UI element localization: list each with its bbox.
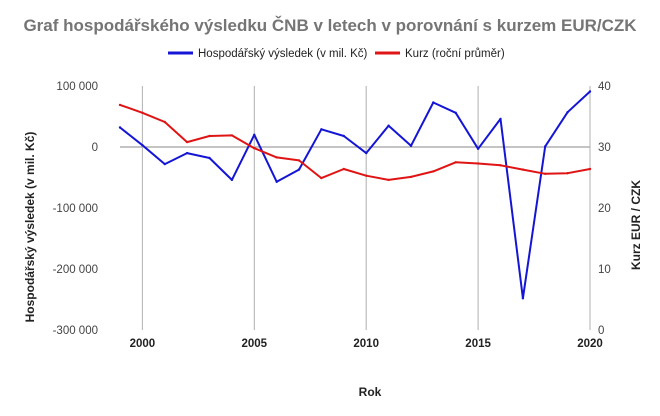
result-point: [566, 111, 569, 114]
legend-label-kurz: Kurz (roční průměr): [405, 48, 505, 60]
kurz-point: [499, 164, 502, 167]
result-point: [476, 147, 480, 150]
y-right-tick-label: 0: [598, 325, 604, 337]
kurz-point: [588, 167, 592, 171]
y-left-axis-title: Hospodářský výsledek (v mil. Kč): [23, 132, 37, 323]
series-line-result: [119, 90, 591, 300]
left-axis-ticks: 100 000 0 -100 000 -200 000 -300 000: [53, 81, 98, 337]
result-point: [499, 117, 502, 121]
x-tick-label: 2010: [353, 338, 379, 350]
legend: Hospodářský výsledek (v mil. Kč) Kurz (r…: [168, 48, 505, 60]
result-point: [544, 145, 547, 148]
y-right-tick-label: 10: [598, 264, 611, 276]
chart-title: Graf hospodářského výsledku ČNB v letech…: [23, 16, 637, 35]
result-point: [432, 101, 435, 104]
result-point: [387, 124, 390, 127]
x-axis-title: Rok: [359, 385, 382, 399]
kurz-point: [275, 156, 278, 159]
kurz-point: [454, 161, 457, 164]
kurz-point: [320, 176, 323, 180]
x-tick-label: 2005: [241, 338, 267, 350]
kurz-point: [118, 103, 122, 107]
x-axis-ticks: 2000 2005 2010 2015 2020: [130, 86, 603, 350]
y-right-axis-title: Kurz EUR / CZK: [629, 180, 643, 270]
y-right-tick-label: 40: [598, 81, 611, 93]
kurz-point: [342, 167, 345, 171]
x-tick-label: 2015: [465, 338, 491, 350]
kurz-point: [409, 175, 413, 179]
kurz-point: [544, 172, 547, 175]
kurz-point: [521, 168, 525, 171]
result-point: [253, 133, 256, 136]
series-layer: [118, 90, 592, 300]
right-axis-ticks: 40 30 20 10 0: [598, 81, 611, 337]
x-tick-label: 2020: [577, 338, 603, 350]
y-left-tick-label: -100 000: [53, 203, 98, 215]
y-right-tick-label: 30: [598, 142, 611, 154]
kurz-point: [387, 178, 390, 182]
y-right-tick-label: 20: [598, 203, 611, 215]
legend-label-result: Hospodářský výsledek (v mil. Kč): [198, 48, 368, 60]
kurz-point: [208, 134, 211, 138]
kurz-point: [432, 170, 435, 173]
result-point: [521, 297, 525, 300]
y-left-tick-label: 100 000: [56, 81, 98, 93]
result-point: [409, 144, 413, 147]
kurz-point: [141, 111, 144, 115]
result-point: [230, 178, 234, 182]
result-point: [118, 126, 122, 129]
result-point: [297, 168, 301, 171]
kurz-point: [566, 172, 569, 175]
y-left-tick-label: -300 000: [53, 325, 98, 337]
kurz-point: [185, 140, 189, 144]
result-point: [365, 151, 368, 155]
result-point: [588, 90, 592, 93]
kurz-point: [365, 174, 368, 177]
series-line-kurz: [119, 103, 591, 181]
kurz-point: [253, 147, 256, 150]
result-point: [185, 151, 189, 155]
kurz-point: [163, 120, 166, 124]
kurz-point: [297, 159, 301, 162]
result-point: [141, 144, 144, 147]
x-tick-label: 2000: [130, 338, 156, 350]
kurz-point: [230, 134, 234, 137]
result-point: [208, 156, 211, 160]
result-point: [163, 162, 166, 166]
y-left-tick-label: -200 000: [53, 264, 98, 276]
y-left-tick-label: 0: [92, 142, 98, 154]
kurz-point: [476, 162, 480, 165]
result-point: [454, 111, 457, 115]
result-point: [320, 128, 323, 131]
result-point: [275, 180, 278, 183]
result-point: [342, 134, 345, 138]
